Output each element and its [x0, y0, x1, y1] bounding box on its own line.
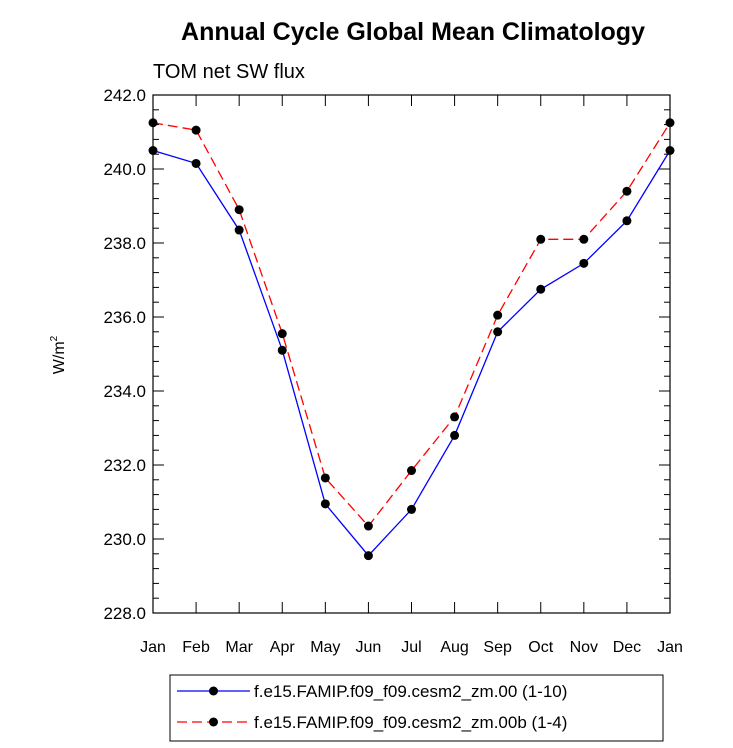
series-1-point [536, 284, 546, 294]
x-tick-label: Jan [657, 639, 683, 656]
series-1-point [234, 225, 244, 235]
x-tick-label: Dec [613, 639, 641, 656]
chart-title: Annual Cycle Global Mean Climatology [181, 18, 645, 46]
svg-text:W/m2: W/m2 [49, 335, 68, 374]
y-tick-labels: 228.0 230.0 232.0 234.0 236.0 238.0 240.0 242.0 [103, 86, 146, 623]
x-tick-label: Apr [270, 639, 296, 656]
legend-marker-series-2 [209, 717, 218, 727]
y-tick-label: 240.0 [103, 160, 146, 179]
series-line-1 [152, 149, 671, 557]
series-2-point [320, 473, 330, 483]
series-2-point [579, 234, 589, 244]
series-2-point [536, 234, 546, 244]
series-1-point [320, 499, 330, 509]
y-axis-label-text: W/m [51, 341, 68, 374]
chart-subtitle: TOM net SW flux [153, 61, 305, 83]
series-2-point [407, 466, 416, 476]
series-1-point [407, 504, 416, 514]
legend-marker-series-1 [209, 686, 218, 696]
y-tick-label: 228.0 [103, 604, 146, 623]
series-2-point [493, 310, 503, 320]
y-tick-label: 242.0 [103, 86, 146, 105]
x-tick-label: Sep [483, 639, 512, 656]
x-tick-label: Jan [140, 639, 166, 656]
plot-frame [152, 94, 671, 614]
series-layer [148, 118, 675, 561]
major-ticks [152, 94, 671, 614]
x-tick-label: Jul [401, 639, 421, 656]
series-2-point [363, 521, 373, 531]
series-2-point [450, 412, 460, 422]
y-axis-label: W/m2 [49, 335, 68, 374]
y-tick-label: 230.0 [103, 530, 146, 549]
x-tick-label: May [310, 639, 340, 656]
y-axis-label-superscript: 2 [49, 335, 60, 341]
legend-box [169, 674, 664, 742]
series-1-point [363, 551, 373, 561]
legend: f.e15.FAMIP.f09_f09.cesm2_zm.00 (1-10) f… [169, 674, 664, 742]
series-2-point [234, 205, 244, 215]
series-1-point [493, 327, 503, 337]
series-2-point [191, 125, 201, 135]
series-1-point [450, 430, 460, 440]
series-1-point [622, 216, 632, 226]
series-line-2 [152, 122, 671, 528]
series-2-point [622, 186, 632, 196]
y-tick-label: 238.0 [103, 234, 146, 253]
legend-label-series-1: f.e15.FAMIP.f09_f09.cesm2_zm.00 (1-10) [254, 682, 567, 701]
x-tick-label: Aug [440, 639, 468, 656]
series-1-point [579, 258, 589, 268]
legend-label-series-2: f.e15.FAMIP.f09_f09.cesm2_zm.00b (1-4) [254, 713, 567, 732]
x-tick-label: Nov [570, 639, 598, 656]
x-tick-label: Mar [225, 639, 253, 656]
series-1-point [277, 345, 287, 355]
x-tick-label: Jun [356, 639, 382, 656]
y-tick-label: 232.0 [103, 456, 146, 475]
minor-ticks [153, 109, 670, 599]
series-2-point [277, 329, 287, 339]
x-tick-label: Oct [528, 639, 553, 656]
x-tick-label: Feb [182, 639, 210, 656]
y-tick-label: 236.0 [103, 308, 146, 327]
y-tick-label: 234.0 [103, 382, 146, 401]
x-tick-labels: Jan Feb Mar Apr May Jun Jul Aug Sep Oct Nov Dec Jan [140, 639, 683, 656]
series-1-point [191, 158, 201, 168]
